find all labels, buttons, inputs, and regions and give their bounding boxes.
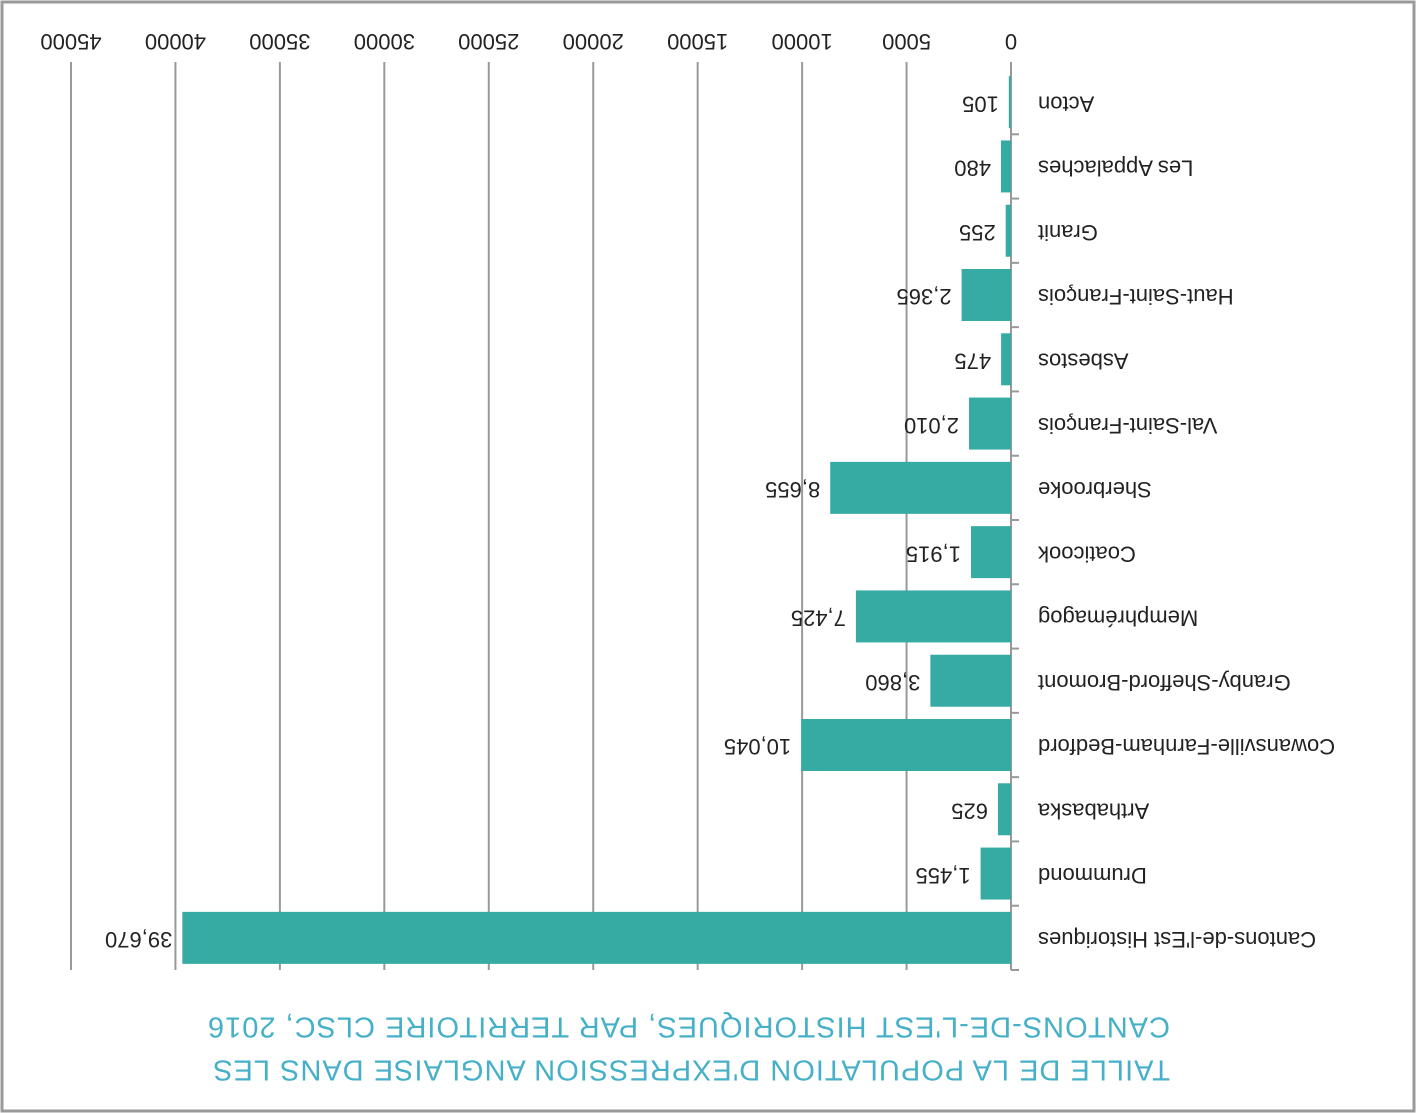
bar (1008, 76, 1011, 129)
x-tick-label: 40000 (145, 29, 206, 54)
x-tick-label: 0 (1005, 29, 1017, 54)
x-tick-label: 45000 (40, 29, 101, 54)
bar (1000, 140, 1011, 193)
y-tick-label: Memphrémagog (1038, 606, 1198, 631)
data-label: 2,010 (904, 413, 959, 438)
y-tick-label: Haut-Saint-François (1038, 284, 1234, 309)
data-label: 3,860 (865, 670, 920, 695)
bar (1005, 204, 1011, 257)
y-tick-label: Granit (1038, 220, 1098, 245)
x-tick-label: 25000 (458, 29, 519, 54)
y-tick-label: Val-Saint-François (1038, 413, 1217, 438)
bar (830, 461, 1011, 514)
x-tick-label: 15000 (667, 29, 728, 54)
bar (970, 526, 1011, 579)
y-tick-label: Asbestos (1038, 348, 1129, 373)
data-label: 255 (959, 220, 996, 245)
chart-title: CANTONS-DE-L'EST HISTORIQUES, PAR TERRIT… (207, 1010, 1170, 1042)
y-tick-label: Sherbrooke (1038, 477, 1152, 502)
bar (997, 783, 1011, 836)
data-label: 625 (951, 798, 988, 823)
bar (930, 654, 1011, 707)
y-tick-label: Coaticook (1037, 541, 1136, 566)
y-tick-label: Les Appalaches (1038, 156, 1193, 181)
y-tick-label: Drummond (1038, 863, 1147, 888)
data-label: 1,455 (916, 863, 971, 888)
bar (1001, 333, 1011, 386)
y-tick-label: Cowansville-Farnham-Bedford (1038, 734, 1335, 759)
bar (855, 590, 1011, 643)
chart-title: TAILLE DE LA POPULATION D'EXPRESSION ANG… (212, 1053, 1170, 1085)
data-label: 1,915 (906, 541, 961, 566)
data-label: 7,425 (791, 606, 846, 631)
bar (801, 719, 1011, 771)
x-tick-label: 10000 (772, 29, 833, 54)
x-tick-label: 20000 (563, 29, 624, 54)
data-label: 10,045 (724, 734, 791, 759)
bar (182, 911, 1011, 964)
chart-body: TAILLE DE LA POPULATION D'EXPRESSION ANG… (40, 29, 1335, 1085)
x-tick-label: 30000 (354, 29, 415, 54)
x-tick-label: 35000 (249, 29, 310, 54)
bar (961, 269, 1011, 321)
data-label: 8,655 (765, 477, 820, 502)
data-label: 2,365 (897, 284, 952, 309)
x-tick-label: 5000 (882, 29, 931, 54)
data-label: 475 (954, 348, 991, 373)
y-tick-label: Granby-Shefford-Bromont (1038, 670, 1291, 695)
y-tick-label: Cantons-de-l'Est Historiques (1038, 927, 1316, 952)
bar (969, 397, 1011, 450)
data-label: 105 (962, 91, 999, 116)
bar (980, 847, 1011, 900)
data-label: 39,670 (105, 927, 172, 952)
y-tick-label: Acton (1038, 91, 1094, 116)
data-label: 480 (954, 156, 991, 181)
y-tick-label: Arthabaska (1037, 798, 1149, 823)
